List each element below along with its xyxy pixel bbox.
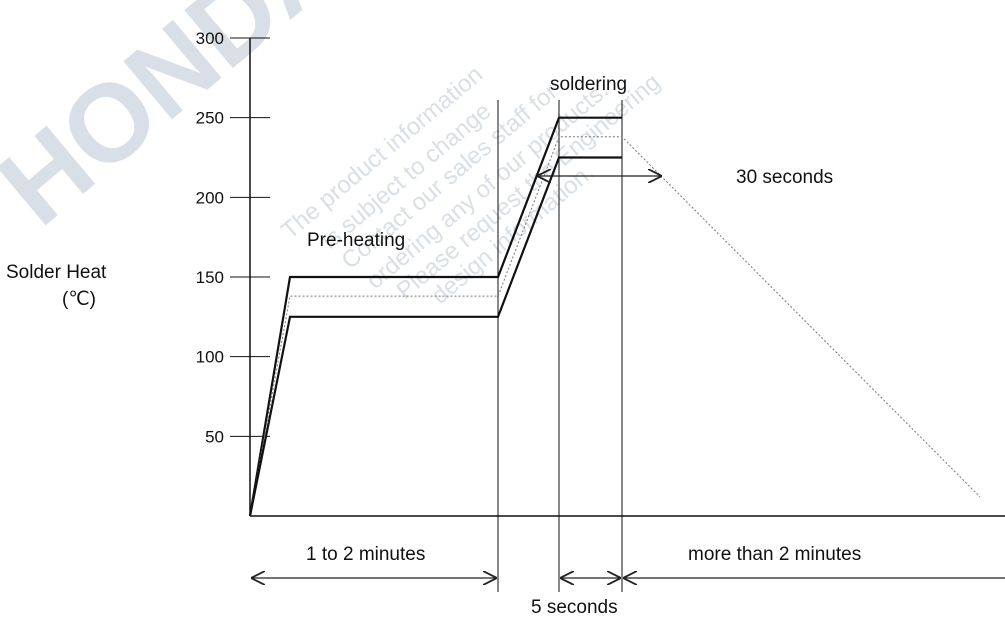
- profile-line-1: [248, 116, 622, 517]
- y-tick-label: 200: [196, 188, 224, 207]
- y-axis-label: Solder Heat: [6, 262, 107, 283]
- y-tick-label: 250: [196, 109, 224, 128]
- preheating-label: Pre-heating: [307, 230, 405, 251]
- profile-line-2: [249, 136, 981, 517]
- solder-time-label: 5 seconds: [531, 597, 618, 618]
- thirty-seconds-label: 30 seconds: [736, 167, 833, 188]
- y-axis-unit: (℃): [62, 289, 96, 310]
- y-ticks: 50 100 150 200 250 300: [196, 29, 270, 446]
- soldering-label: soldering: [550, 74, 627, 95]
- y-tick-label: 150: [196, 268, 224, 287]
- y-tick-label: 50: [205, 427, 224, 446]
- profile-series: [248, 116, 981, 517]
- profile-line-3: [248, 156, 622, 517]
- cool-time-label: more than 2 minutes: [688, 544, 861, 565]
- preheat-time-label: 1 to 2 minutes: [306, 544, 425, 565]
- y-tick-label: 300: [196, 29, 224, 48]
- y-tick-label: 100: [196, 348, 224, 367]
